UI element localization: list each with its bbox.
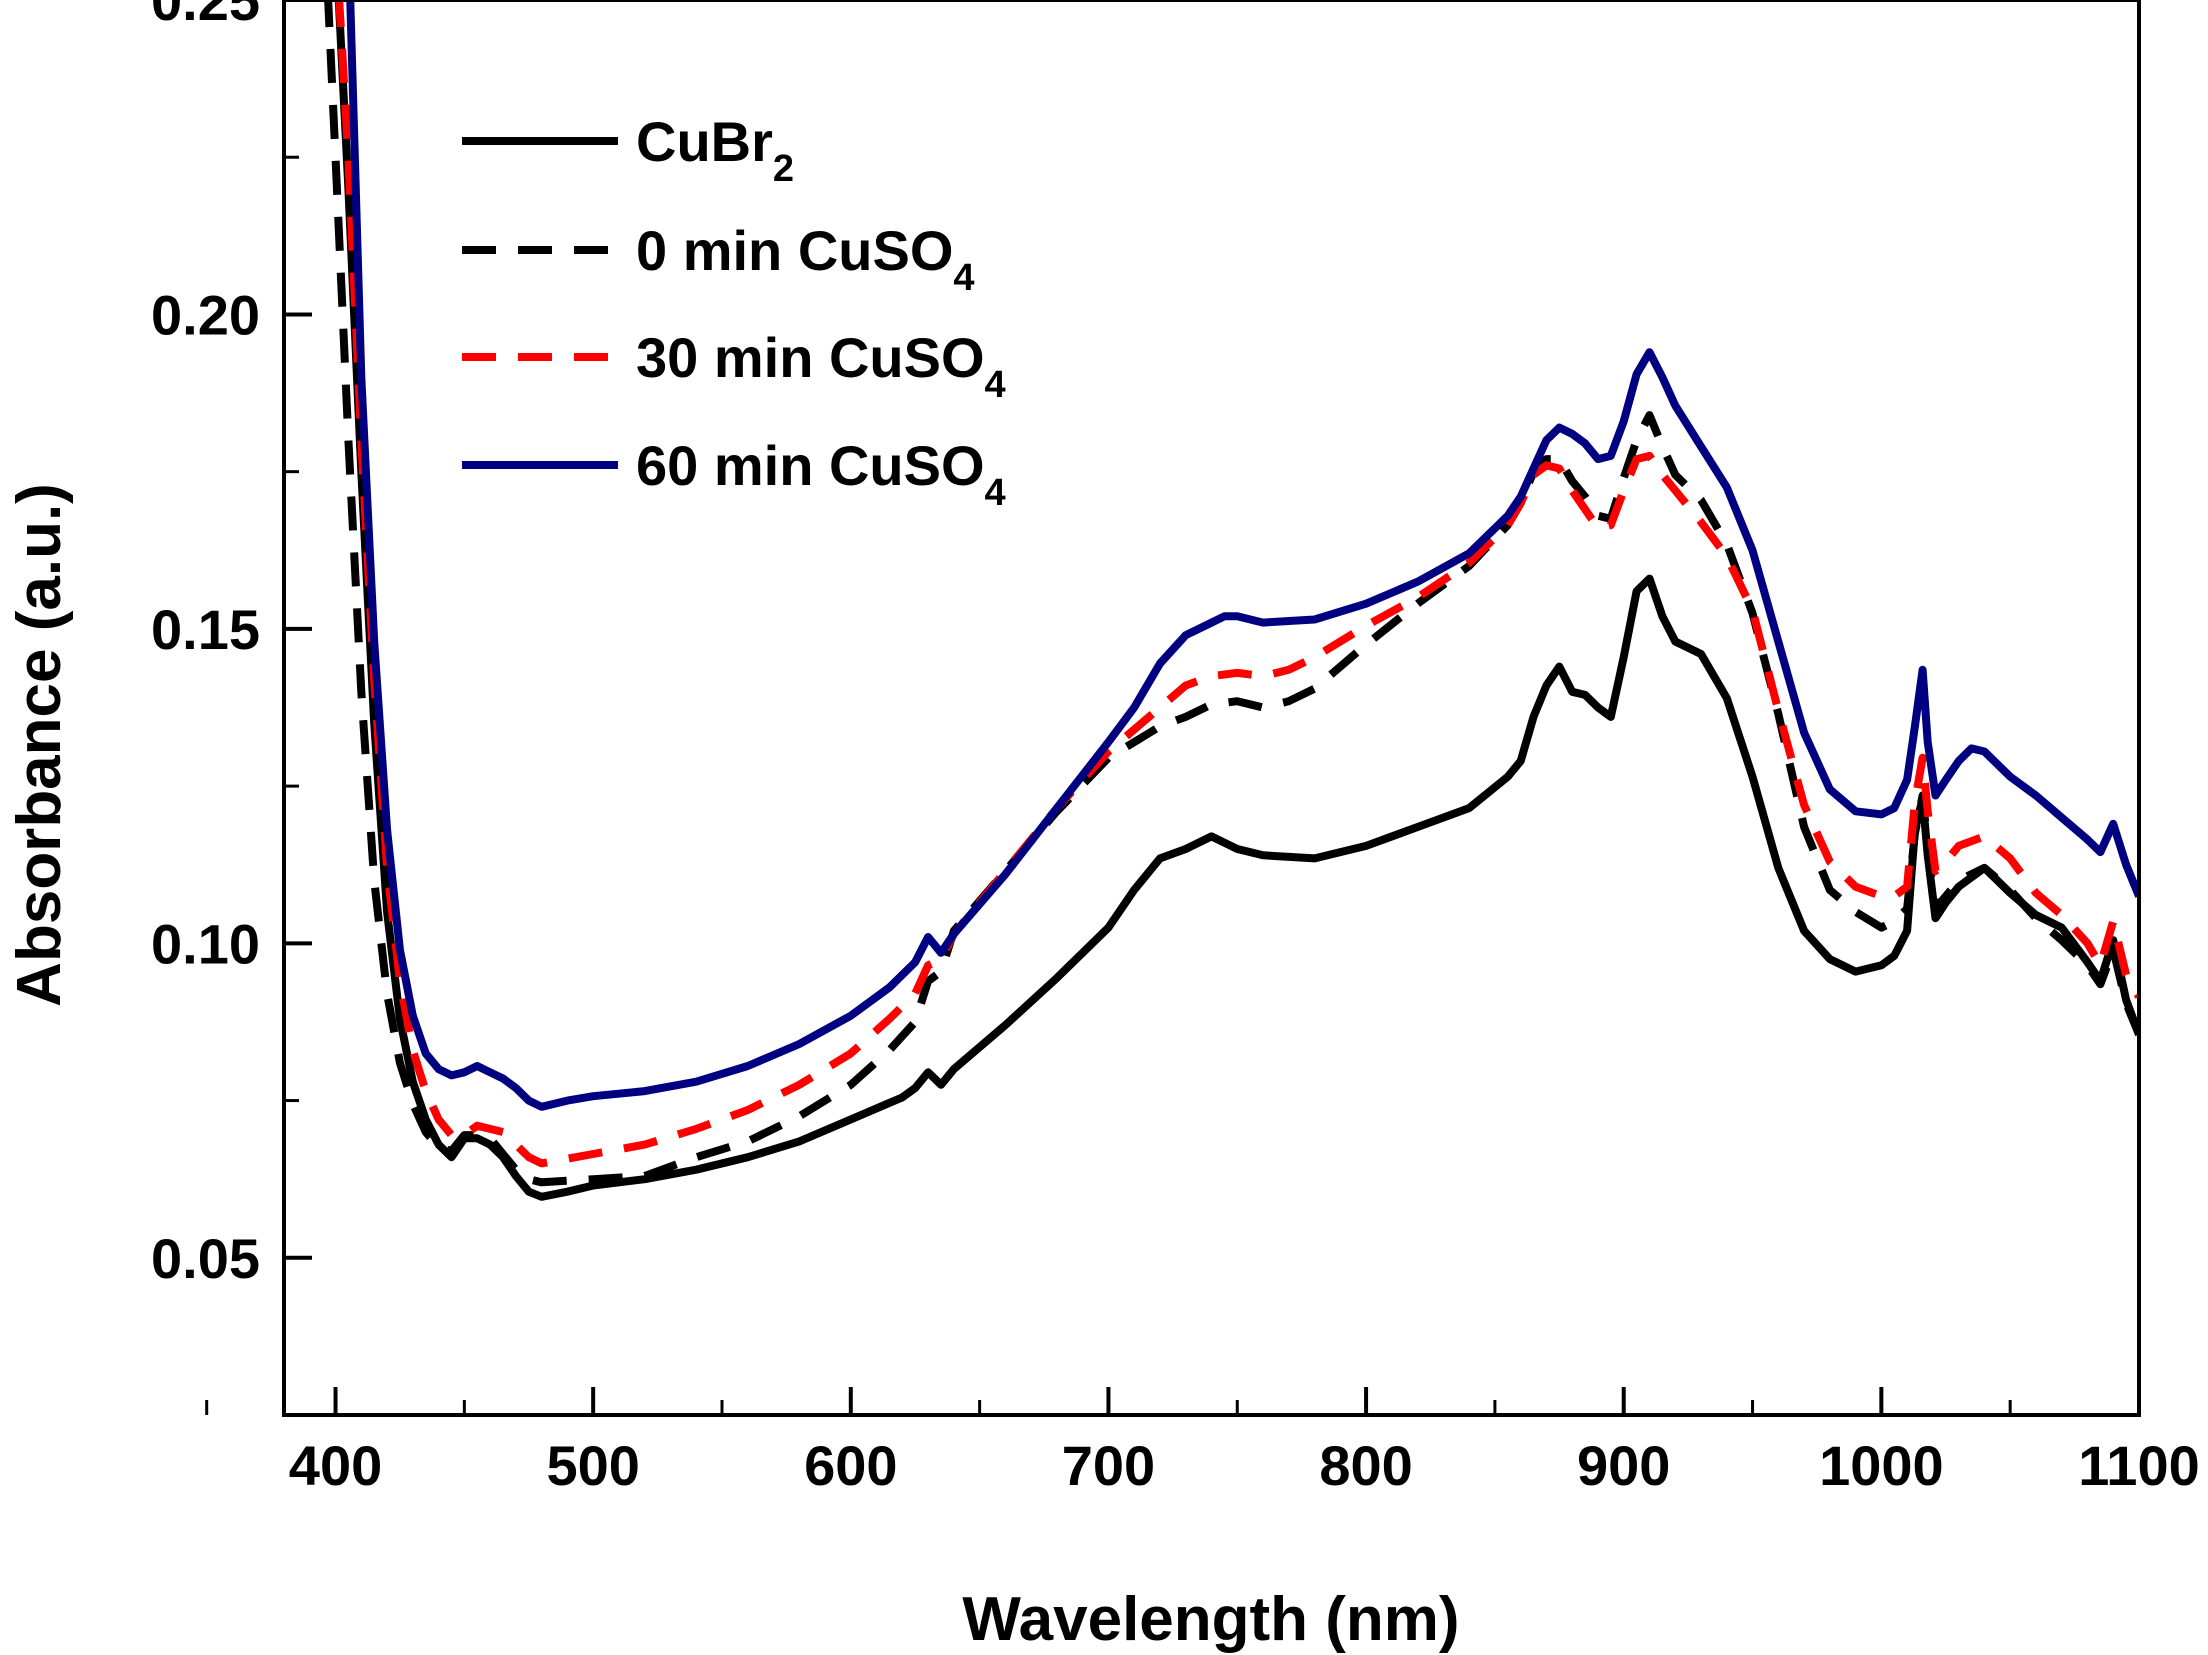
x-tick-label: 1100 <box>2078 1434 2200 1497</box>
legend-label-0: CuBr2 <box>636 110 794 190</box>
x-tick-label: 700 <box>1062 1434 1155 1497</box>
legend-label-2: 30 min CuSO4 <box>636 326 1006 406</box>
y-tick-label: 0.05 <box>151 1227 260 1290</box>
x-tick-label: 800 <box>1319 1434 1412 1497</box>
x-tick-label: 600 <box>804 1434 897 1497</box>
x-axis-title: Wavelength (nm) <box>962 1585 1459 1654</box>
y-tick-label: 0.10 <box>151 912 260 975</box>
x-tick-label: 900 <box>1577 1434 1670 1497</box>
legend: CuBr2 0 min CuSO4 30 min CuSO4 60 min CuSO4 <box>462 110 1006 514</box>
series-line-0 <box>334 0 2139 1201</box>
series-line-3 <box>346 0 2139 1111</box>
y-axis-title: Absorbance (a.u.) <box>5 483 74 1007</box>
legend-label-3: 60 min CuSO4 <box>636 434 1006 514</box>
plot-frame <box>282 0 2141 1417</box>
tick-labels: 400 500 600 700 800 900 1000 1100 0.05 0.10 0.15 0.… <box>151 0 2200 1497</box>
y-tick-label: 0.15 <box>151 598 260 661</box>
x-tick-label: 500 <box>546 1434 639 1497</box>
axis-ticks <box>205 0 2141 1417</box>
y-tick-label: 0.20 <box>151 283 260 346</box>
legend-label-1: 0 min CuSO4 <box>636 219 975 299</box>
x-tick-label: 1000 <box>1819 1434 1944 1497</box>
x-tick-label: 400 <box>289 1434 382 1497</box>
series-line-2 <box>335 0 2139 1168</box>
series-line-1 <box>324 0 2139 1187</box>
plot-area <box>324 0 2139 1201</box>
y-tick-label: 0.25 <box>151 0 260 32</box>
